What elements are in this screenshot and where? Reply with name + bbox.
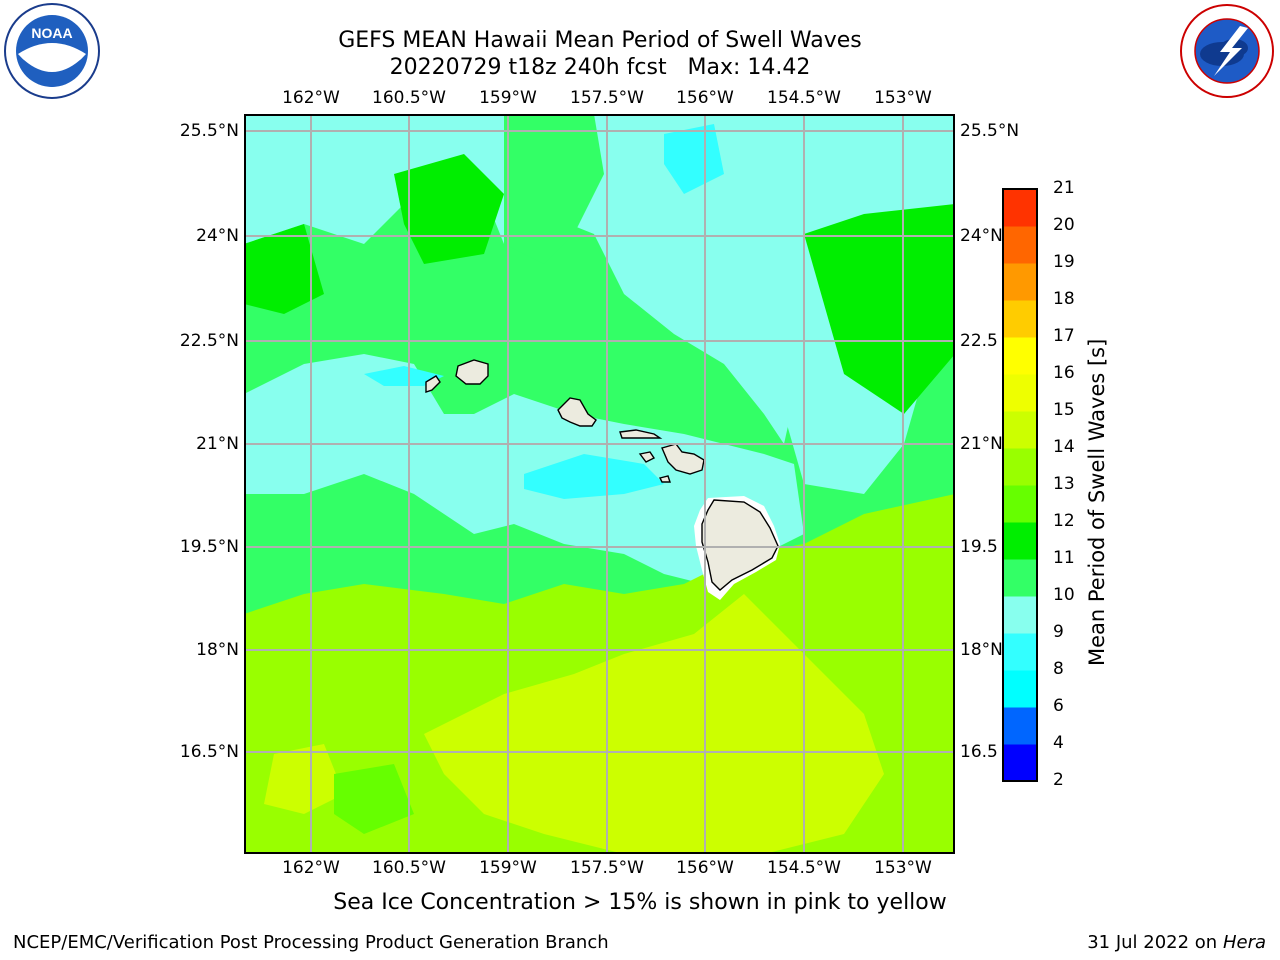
swell-region-13-14s (424, 594, 884, 854)
colorbar-label-18: 18 (1053, 289, 1075, 309)
colorbar-bin-20-21 (1003, 189, 1037, 227)
colorbar-bin-16-17 (1003, 337, 1037, 375)
map-title-line2: 20220729 t18z 240h fcst Max: 14.42 (389, 55, 811, 80)
lon-tick-top-4: 156°W (676, 88, 734, 108)
lon-tick-bottom-0: 162°W (282, 858, 340, 878)
swell-region-9-10s-north (244, 114, 955, 444)
colorbar-bin-8-9 (1003, 633, 1037, 671)
island-niihau (425, 375, 441, 393)
lat-tick-left-2: 22.5°N (179, 331, 239, 351)
colorbar-label-20: 20 (1053, 215, 1075, 235)
island-molokai (619, 429, 663, 439)
lon-tick-bottom-5: 154.5°W (767, 858, 841, 878)
island-maui (661, 443, 705, 475)
lat-tick-left-4: 19.5°N (179, 537, 239, 557)
lat-tick-right-5: 18°N (960, 640, 1003, 660)
lon-tick-top-5: 154.5°W (767, 88, 841, 108)
lat-tick-right-0: 25.5°N (960, 121, 1020, 141)
colorbar-label-10: 10 (1053, 585, 1075, 605)
map-gridlines (244, 114, 955, 854)
colorbar-label-17: 17 (1053, 326, 1075, 346)
swell-region-11-12s-b (804, 204, 955, 414)
lat-tick-right-6: 16.5 (960, 742, 998, 762)
lon-tick-bottom-3: 157.5°W (570, 858, 644, 878)
colorbar-bin-19-20 (1003, 226, 1037, 264)
footer-date: 31 Jul 2022 on Hera (1087, 932, 1266, 953)
lat-tick-right-2: 22.5 (960, 331, 998, 351)
colorbar-border (1002, 188, 1038, 782)
island-kauai (455, 359, 489, 385)
colorbar-bin-15-16 (1003, 374, 1037, 412)
noaa-logo-text: NOAA (31, 25, 72, 41)
colorbar-label-15: 15 (1053, 400, 1075, 420)
colorbar-bin-4-6 (1003, 707, 1037, 745)
colorbar-label-9: 9 (1053, 622, 1064, 642)
colorbar-label-19: 19 (1053, 252, 1075, 272)
lat-tick-right-1: 24°N (960, 226, 1003, 246)
colorbar-bin-18-19 (1003, 263, 1037, 301)
colorbar-bin-11-12 (1003, 522, 1037, 560)
swell-region-8-9s-a (524, 454, 664, 499)
colorbar-bin-13-14 (1003, 448, 1037, 486)
island-kahoolawe (658, 475, 671, 483)
lat-tick-left-0: 25.5°N (179, 121, 239, 141)
colorbar-bin-2-4 (1003, 744, 1037, 782)
lat-tick-left-5: 18°N (196, 640, 239, 660)
lon-tick-bottom-6: 153°W (874, 858, 932, 878)
lon-tick-top-3: 157.5°W (570, 88, 644, 108)
colorbar-bin-10-11 (1003, 559, 1037, 597)
colorbar-bin-9-10 (1003, 596, 1037, 634)
footer-branch: NCEP/EMC/Verification Post Processing Pr… (13, 932, 609, 953)
colorbar-label-16: 16 (1053, 363, 1075, 383)
swell-region-13-14s-b (264, 744, 344, 814)
lat-tick-right-4: 19.5 (960, 537, 998, 557)
colorbar-bin-12-13 (1003, 485, 1037, 523)
map-title-line1: GEFS MEAN Hawaii Mean Period of Swell Wa… (338, 28, 862, 53)
swell-region-11-12s-a (244, 224, 324, 314)
colorbar-label-4: 4 (1053, 733, 1064, 753)
footer-machine: Hera (1222, 932, 1266, 953)
colorbar-bin-17-18 (1003, 300, 1037, 338)
footer-date-text: 31 Jul 2022 on (1087, 932, 1223, 953)
colorbar-label-12: 12 (1053, 511, 1075, 531)
lon-tick-bottom-4: 156°W (676, 858, 734, 878)
lon-tick-top-1: 160.5°W (372, 88, 446, 108)
nws-logo-icon (1180, 4, 1274, 98)
colorbar-label-6: 6 (1053, 696, 1064, 716)
lat-tick-left-1: 24°N (196, 226, 239, 246)
lat-tick-left-6: 16.5°N (179, 742, 239, 762)
swell-region-12-13s-patch (334, 764, 414, 834)
noaa-logo-icon: NOAA (4, 3, 100, 99)
swell-region-9-10s-channel (244, 354, 804, 584)
colorbar-labels: 21 20 19 18 17 16 15 14 13 12 11 10 9 8 … (1044, 178, 1104, 798)
colorbar-label-8: 8 (1053, 659, 1064, 679)
lon-tick-top-2: 159°W (479, 88, 537, 108)
colorbar-bin-6-8 (1003, 670, 1037, 708)
colorbar-label-21: 21 (1053, 178, 1075, 198)
colorbar (1002, 188, 1038, 782)
sea-ice-caption: Sea Ice Concentration > 15% is shown in … (333, 890, 947, 915)
lat-tick-right-3: 21°N (960, 434, 1003, 454)
colorbar-label-13: 13 (1053, 474, 1075, 494)
lon-tick-bottom-2: 159°W (479, 858, 537, 878)
colorbar-bin-14-15 (1003, 411, 1037, 449)
lon-tick-top-6: 153°W (874, 88, 932, 108)
colorbar-label-2: 2 (1053, 770, 1064, 790)
lon-tick-bottom-1: 160.5°W (372, 858, 446, 878)
colorbar-label-11: 11 (1053, 548, 1075, 568)
swell-region-8-9s-c (664, 124, 724, 194)
swell-region-8-9s-b (364, 366, 444, 386)
colorbar-label-14: 14 (1053, 437, 1075, 457)
lat-tick-left-3: 21°N (196, 434, 239, 454)
lon-tick-top-0: 162°W (282, 88, 340, 108)
map-plot (244, 114, 955, 854)
colorbar-title: Mean Period of Swell Waves [s] (1085, 338, 1109, 666)
swell-region-10-11s-north (504, 114, 604, 264)
island-hawaii (701, 499, 779, 591)
island-lanai (638, 451, 656, 463)
island-oahu (557, 397, 597, 427)
